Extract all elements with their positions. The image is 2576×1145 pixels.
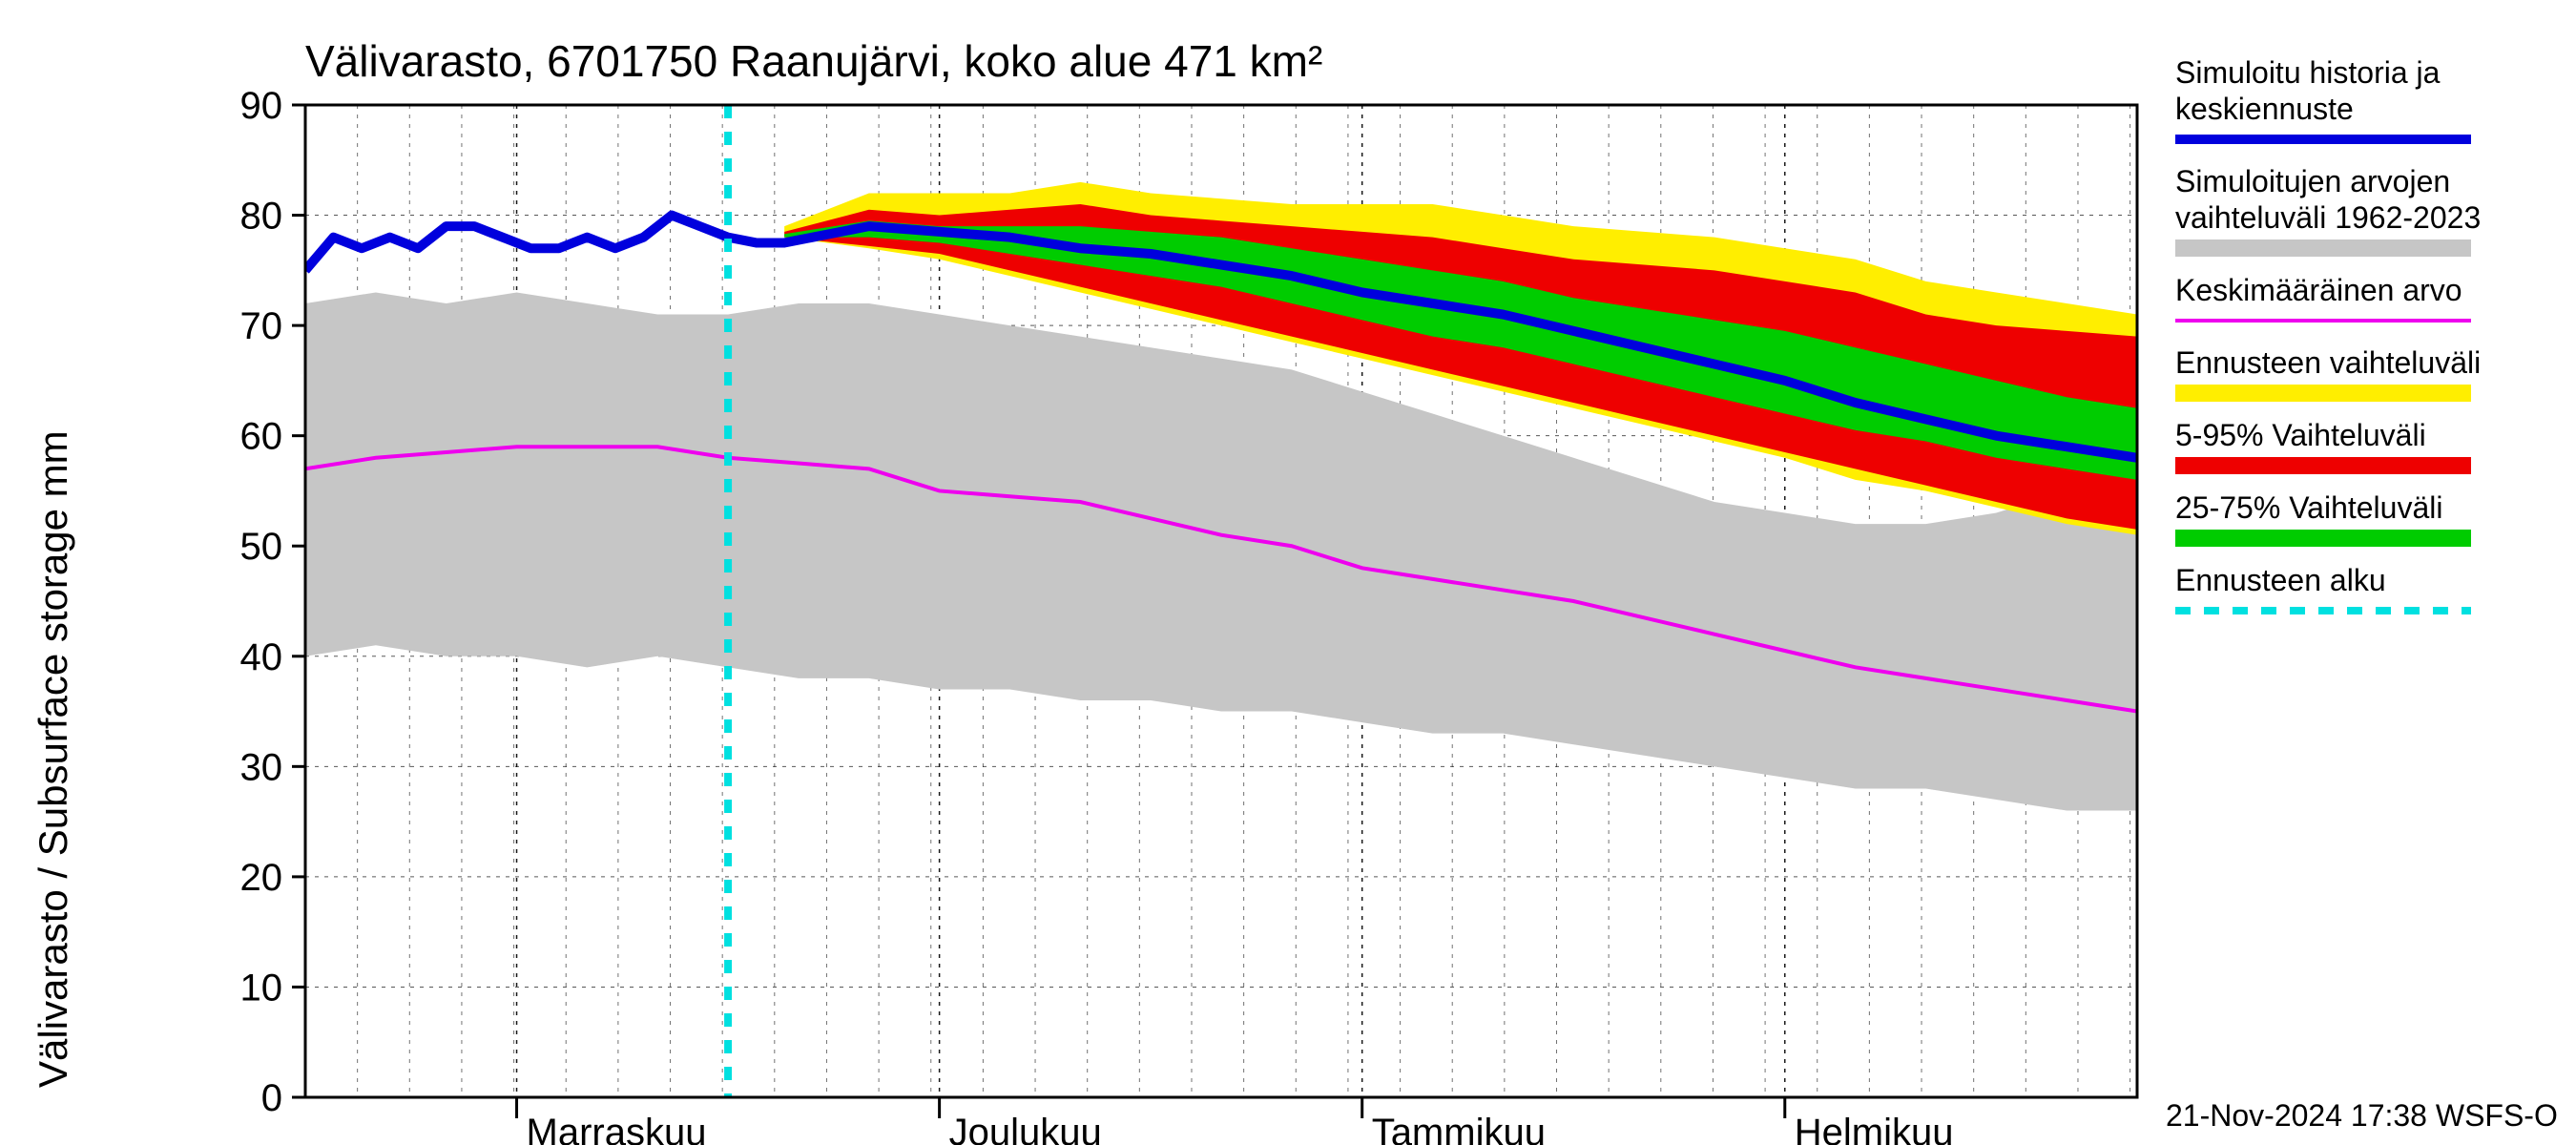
- legend-swatch: [2175, 457, 2471, 474]
- chart-svg: 0102030405060708090Marraskuu2024Joulukuu…: [0, 0, 2576, 1145]
- legend-label: 25-75% Vaihteluväli: [2175, 490, 2442, 525]
- legend-swatch: [2175, 239, 2471, 257]
- legend-label: Keskimääräinen arvo: [2175, 273, 2462, 307]
- y-tick-label: 90: [240, 85, 283, 127]
- legend-label: vaihteluväli 1962-2023: [2175, 200, 2481, 235]
- footer-timestamp: 21-Nov-2024 17:38 WSFS-O: [2166, 1098, 2558, 1133]
- legend-label: 5-95% Vaihteluväli: [2175, 418, 2426, 452]
- legend-label: Ennusteen vaihteluväli: [2175, 345, 2481, 380]
- legend-swatch: [2175, 530, 2471, 547]
- legend-label: Simuloitu historia ja: [2175, 55, 2441, 90]
- y-axis-label: Välivarasto / Subsurface storage mm: [31, 430, 75, 1088]
- x-tick-label-top: Joulukuu: [949, 1112, 1102, 1145]
- x-tick-label-top: Tammikuu: [1372, 1112, 1546, 1145]
- y-tick-label: 80: [240, 196, 283, 238]
- y-tick-label: 40: [240, 636, 283, 678]
- legend-label: keskiennuste: [2175, 92, 2354, 126]
- y-tick-label: 60: [240, 416, 283, 458]
- legend-swatch: [2175, 385, 2471, 402]
- y-tick-label: 0: [261, 1077, 282, 1119]
- x-tick-label-top: Marraskuu: [527, 1112, 707, 1145]
- y-tick-label: 70: [240, 305, 283, 347]
- y-tick-label: 20: [240, 857, 283, 899]
- y-tick-label: 50: [240, 526, 283, 568]
- y-tick-label: 10: [240, 967, 283, 1009]
- legend-label: Ennusteen alku: [2175, 563, 2386, 597]
- legend-label: Simuloitujen arvojen: [2175, 164, 2450, 198]
- x-tick-label-top: Helmikuu: [1795, 1112, 1954, 1145]
- y-tick-label: 30: [240, 746, 283, 788]
- chart-title: Välivarasto, 6701750 Raanujärvi, koko al…: [305, 36, 1322, 86]
